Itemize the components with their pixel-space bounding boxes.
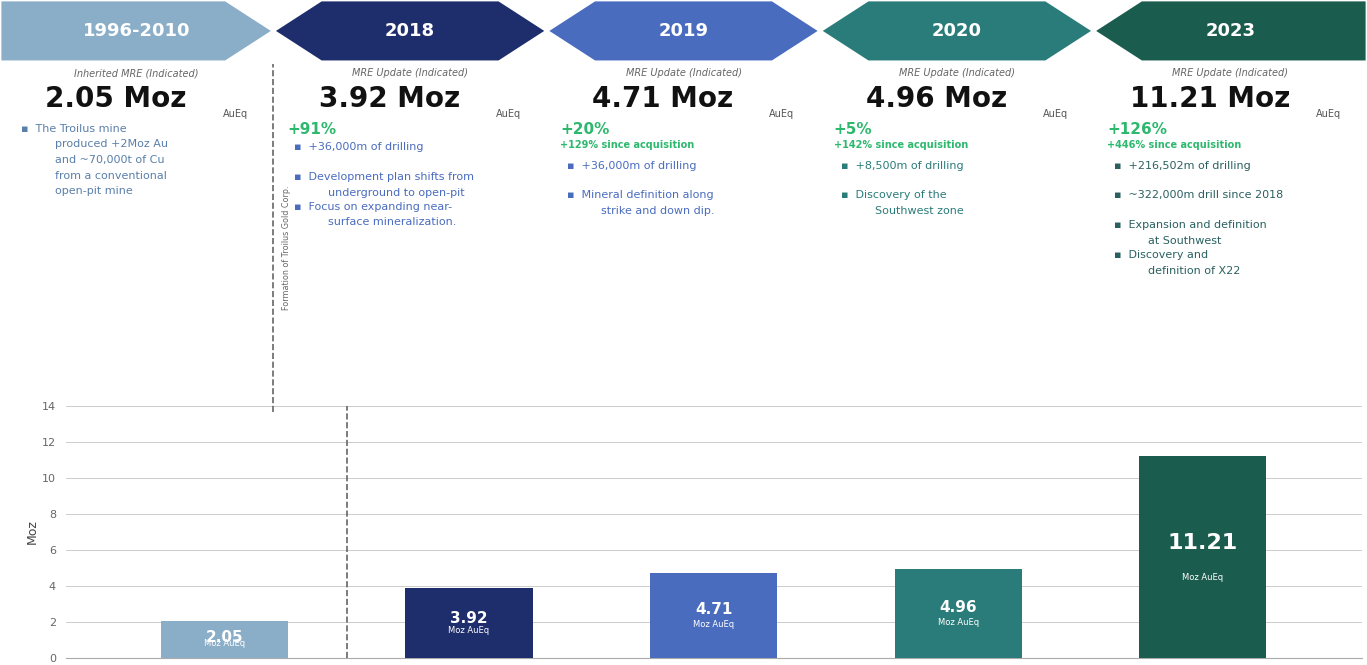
Text: 4.71: 4.71 xyxy=(694,602,733,617)
Text: ▪  Discovery and: ▪ Discovery and xyxy=(1114,250,1208,260)
Bar xyxy=(894,569,1021,658)
Text: ▪  +8,500m of drilling: ▪ +8,500m of drilling xyxy=(841,161,964,171)
Text: AuEq: AuEq xyxy=(770,109,794,119)
Text: Inherited MRE (Indicated): Inherited MRE (Indicated) xyxy=(74,68,200,78)
Text: Southwest zone: Southwest zone xyxy=(875,206,964,216)
Text: 3.92: 3.92 xyxy=(450,610,488,626)
Text: from a conventional: from a conventional xyxy=(55,171,167,181)
Text: +446% since acquisition: +446% since acquisition xyxy=(1107,140,1241,150)
Text: ▪  ~322,000m drill since 2018: ▪ ~322,000m drill since 2018 xyxy=(1114,190,1284,200)
Bar xyxy=(1139,456,1266,658)
Text: 4.96: 4.96 xyxy=(939,600,977,615)
Text: ▪  +36,000m of drilling: ▪ +36,000m of drilling xyxy=(294,142,424,152)
Text: MRE Update (Indicated): MRE Update (Indicated) xyxy=(899,68,1014,78)
Text: 4.71 Moz: 4.71 Moz xyxy=(592,84,734,112)
Bar xyxy=(161,621,288,658)
Text: +142% since acquisition: +142% since acquisition xyxy=(834,140,968,150)
Text: and ~70,000t of Cu: and ~70,000t of Cu xyxy=(55,155,164,165)
Text: ▪  Discovery of the: ▪ Discovery of the xyxy=(841,190,946,200)
Text: MRE Update (Indicated): MRE Update (Indicated) xyxy=(626,68,741,78)
Text: 2.05 Moz: 2.05 Moz xyxy=(45,84,187,112)
Text: AuEq: AuEq xyxy=(1316,109,1341,119)
Text: underground to open-pit: underground to open-pit xyxy=(328,188,465,198)
Text: at Southwest: at Southwest xyxy=(1148,236,1222,246)
Text: MRE Update (Indicated): MRE Update (Indicated) xyxy=(353,68,468,78)
Polygon shape xyxy=(0,0,273,62)
Text: produced +2Moz Au: produced +2Moz Au xyxy=(55,140,168,150)
Text: 1996-2010: 1996-2010 xyxy=(83,22,190,40)
Text: ▪  The Troilus mine: ▪ The Troilus mine xyxy=(21,124,126,134)
Text: Moz AuEq: Moz AuEq xyxy=(693,620,734,629)
Text: Moz AuEq: Moz AuEq xyxy=(448,626,489,634)
Text: strike and down dip.: strike and down dip. xyxy=(601,206,715,216)
Y-axis label: Moz: Moz xyxy=(26,519,40,545)
Polygon shape xyxy=(273,0,547,62)
Text: 2020: 2020 xyxy=(932,22,982,40)
Text: Moz AuEq: Moz AuEq xyxy=(938,618,979,627)
Text: AuEq: AuEq xyxy=(1043,109,1068,119)
Text: surface mineralization.: surface mineralization. xyxy=(328,217,457,227)
Text: ▪  Development plan shifts from: ▪ Development plan shifts from xyxy=(294,172,474,182)
Text: AuEq: AuEq xyxy=(223,109,247,119)
Text: Moz AuEq: Moz AuEq xyxy=(204,639,245,648)
Text: 4.96 Moz: 4.96 Moz xyxy=(865,84,1007,112)
Polygon shape xyxy=(1094,0,1367,62)
Polygon shape xyxy=(820,0,1094,62)
Text: +126%: +126% xyxy=(1107,122,1167,136)
Text: 11.21: 11.21 xyxy=(1167,533,1237,553)
Text: ▪  Focus on expanding near-: ▪ Focus on expanding near- xyxy=(294,201,452,211)
Text: +129% since acquisition: +129% since acquisition xyxy=(560,140,694,150)
Bar xyxy=(406,588,533,658)
Text: +91%: +91% xyxy=(287,122,336,136)
Text: Moz AuEq: Moz AuEq xyxy=(1182,573,1223,582)
Text: ▪  Expansion and definition: ▪ Expansion and definition xyxy=(1114,220,1267,230)
Text: 2019: 2019 xyxy=(659,22,708,40)
Text: 11.21 Moz: 11.21 Moz xyxy=(1129,84,1290,112)
Text: +5%: +5% xyxy=(834,122,872,136)
Text: 3.92 Moz: 3.92 Moz xyxy=(319,84,461,112)
Text: 2023: 2023 xyxy=(1206,22,1255,40)
Text: definition of X22: definition of X22 xyxy=(1148,265,1241,275)
Text: AuEq: AuEq xyxy=(496,109,521,119)
Bar xyxy=(649,573,778,658)
Text: Formation of Troilus Gold Corp.: Formation of Troilus Gold Corp. xyxy=(282,185,291,310)
Polygon shape xyxy=(547,0,820,62)
Text: +20%: +20% xyxy=(560,122,610,136)
Text: ▪  +216,502m of drilling: ▪ +216,502m of drilling xyxy=(1114,161,1251,171)
Text: ▪  +36,000m of drilling: ▪ +36,000m of drilling xyxy=(567,161,697,171)
Text: MRE Update (Indicated): MRE Update (Indicated) xyxy=(1173,68,1288,78)
Text: 2018: 2018 xyxy=(385,22,435,40)
Text: 2.05: 2.05 xyxy=(206,630,243,645)
Text: open-pit mine: open-pit mine xyxy=(55,186,133,196)
Text: ▪  Mineral definition along: ▪ Mineral definition along xyxy=(567,190,714,200)
